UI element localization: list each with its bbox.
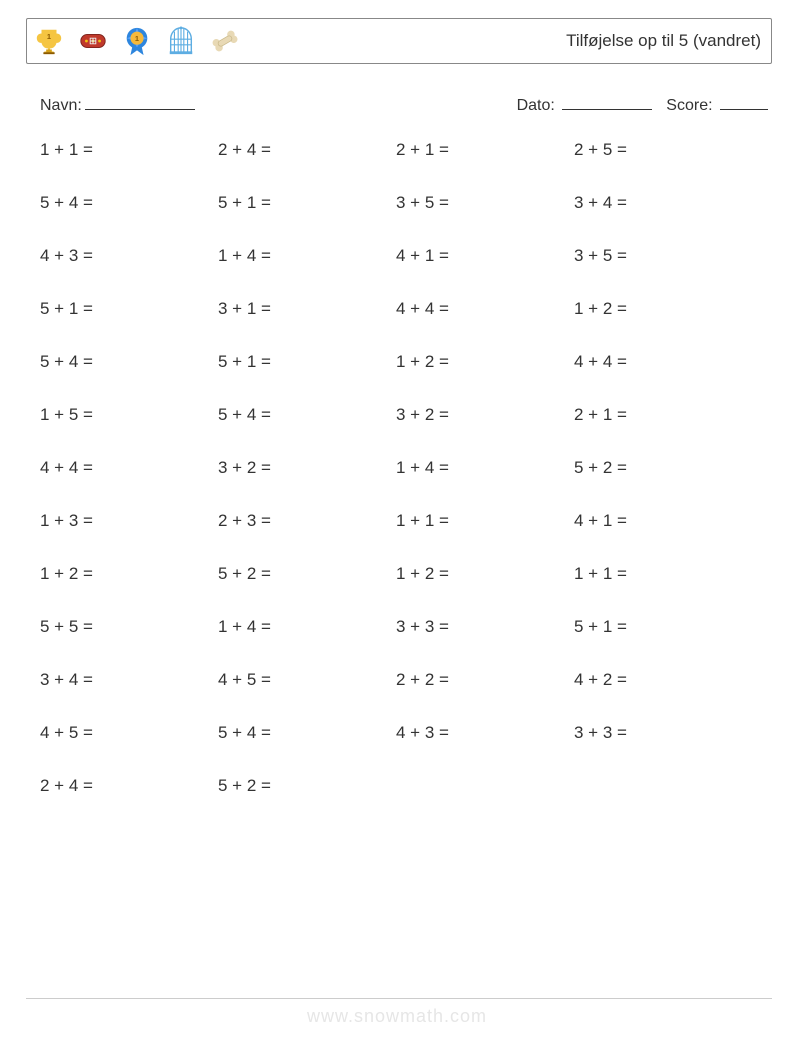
worksheet-title: Tilføjelse op til 5 (vandret) (566, 31, 761, 51)
trophy-icon: 1 (33, 25, 65, 57)
problem-cell: 3 + 5 = (574, 246, 752, 266)
problem-cell: 3 + 4 = (40, 670, 218, 690)
problem-cell: 4 + 5 = (218, 670, 396, 690)
problem-row: 1 + 5 =5 + 4 =3 + 2 =2 + 1 = (40, 405, 760, 425)
cage-icon (165, 25, 197, 57)
problem-row: 4 + 4 =3 + 2 =1 + 4 =5 + 2 = (40, 458, 760, 478)
score-label: Score: (666, 97, 712, 114)
problem-cell: 3 + 5 = (396, 193, 574, 213)
problem-cell: 1 + 2 = (396, 352, 574, 372)
problem-cell: 3 + 1 = (218, 299, 396, 319)
problem-cell: 1 + 2 = (396, 564, 574, 584)
problem-cell: 1 + 1 = (40, 140, 218, 160)
problem-cell: 5 + 2 = (218, 776, 396, 796)
collar-icon (77, 25, 109, 57)
problem-cell: 4 + 1 = (396, 246, 574, 266)
problem-row: 5 + 1 =3 + 1 =4 + 4 =1 + 2 = (40, 299, 760, 319)
problem-cell: 5 + 5 = (40, 617, 218, 637)
problem-cell: 3 + 2 = (396, 405, 574, 425)
problem-cell: 5 + 1 = (40, 299, 218, 319)
score-field: Score: (666, 93, 768, 115)
problem-cell: 4 + 5 = (40, 723, 218, 743)
score-blank[interactable] (720, 93, 768, 110)
problem-cell: 5 + 4 = (218, 723, 396, 743)
problem-cell: 4 + 2 = (574, 670, 752, 690)
footer-divider (26, 998, 772, 999)
problem-cell: 3 + 3 = (396, 617, 574, 637)
problem-row: 1 + 3 =2 + 3 =1 + 1 =4 + 1 = (40, 511, 760, 531)
problem-cell: 4 + 4 = (396, 299, 574, 319)
bone-icon (209, 25, 241, 57)
problem-cell: 5 + 4 = (40, 352, 218, 372)
name-blank[interactable] (85, 93, 195, 110)
problem-row: 5 + 5 =1 + 4 =3 + 3 =5 + 1 = (40, 617, 760, 637)
problem-cell: 4 + 1 = (574, 511, 752, 531)
problems-grid: 1 + 1 =2 + 4 =2 + 1 =2 + 5 =5 + 4 =5 + 1… (40, 140, 760, 829)
problem-cell: 5 + 4 = (218, 405, 396, 425)
problem-cell: 3 + 3 = (574, 723, 752, 743)
problem-cell: 2 + 5 = (574, 140, 752, 160)
problem-row: 5 + 4 =5 + 1 =3 + 5 =3 + 4 = (40, 193, 760, 213)
problem-row: 1 + 1 =2 + 4 =2 + 1 =2 + 5 = (40, 140, 760, 160)
problem-cell: 1 + 4 = (218, 246, 396, 266)
problem-cell: 5 + 4 = (40, 193, 218, 213)
problem-cell: 4 + 3 = (396, 723, 574, 743)
problem-cell: 5 + 1 = (218, 193, 396, 213)
problem-cell: 3 + 2 = (218, 458, 396, 478)
problem-cell: 1 + 1 = (574, 564, 752, 584)
problem-cell: 5 + 2 = (574, 458, 752, 478)
problem-cell: 1 + 4 = (218, 617, 396, 637)
problem-cell: 2 + 4 = (40, 776, 218, 796)
problem-cell (574, 776, 752, 796)
problem-cell: 1 + 1 = (396, 511, 574, 531)
svg-text:1: 1 (47, 32, 51, 41)
problem-cell: 2 + 1 = (396, 140, 574, 160)
footer-watermark: www.snowmath.com (307, 1006, 487, 1026)
problem-row: 3 + 4 =4 + 5 =2 + 2 =4 + 2 = (40, 670, 760, 690)
rosette-icon: 1 (121, 25, 153, 57)
problem-row: 4 + 5 =5 + 4 =4 + 3 =3 + 3 = (40, 723, 760, 743)
problem-cell: 5 + 1 = (574, 617, 752, 637)
problem-cell: 5 + 2 = (218, 564, 396, 584)
problem-row: 5 + 4 =5 + 1 =1 + 2 =4 + 4 = (40, 352, 760, 372)
problem-cell: 2 + 2 = (396, 670, 574, 690)
problem-cell: 1 + 2 = (574, 299, 752, 319)
problem-cell: 2 + 1 = (574, 405, 752, 425)
problem-cell: 2 + 4 = (218, 140, 396, 160)
problem-cell: 2 + 3 = (218, 511, 396, 531)
info-row: Navn: Dato: Score: (40, 93, 768, 115)
date-blank[interactable] (562, 93, 652, 110)
name-label: Navn: (40, 97, 82, 115)
problem-cell: 4 + 4 = (574, 352, 752, 372)
date-label: Dato: (517, 97, 555, 114)
problem-cell: 4 + 3 = (40, 246, 218, 266)
problem-cell: 5 + 1 = (218, 352, 396, 372)
problem-cell: 4 + 4 = (40, 458, 218, 478)
date-field: Dato: (517, 93, 653, 115)
problem-cell: 1 + 5 = (40, 405, 218, 425)
footer: www.snowmath.com (0, 1006, 794, 1027)
problem-row: 4 + 3 =1 + 4 =4 + 1 =3 + 5 = (40, 246, 760, 266)
problem-cell: 1 + 2 = (40, 564, 218, 584)
problem-cell: 1 + 4 = (396, 458, 574, 478)
name-field: Navn: (40, 93, 195, 115)
problem-cell: 1 + 3 = (40, 511, 218, 531)
problem-cell (396, 776, 574, 796)
header-icons: 1 1 (33, 25, 241, 57)
problem-row: 1 + 2 =5 + 2 =1 + 2 =1 + 1 = (40, 564, 760, 584)
problem-row: 2 + 4 =5 + 2 = (40, 776, 760, 796)
header-box: 1 1 (26, 18, 772, 64)
svg-text:1: 1 (135, 34, 139, 43)
problem-cell: 3 + 4 = (574, 193, 752, 213)
